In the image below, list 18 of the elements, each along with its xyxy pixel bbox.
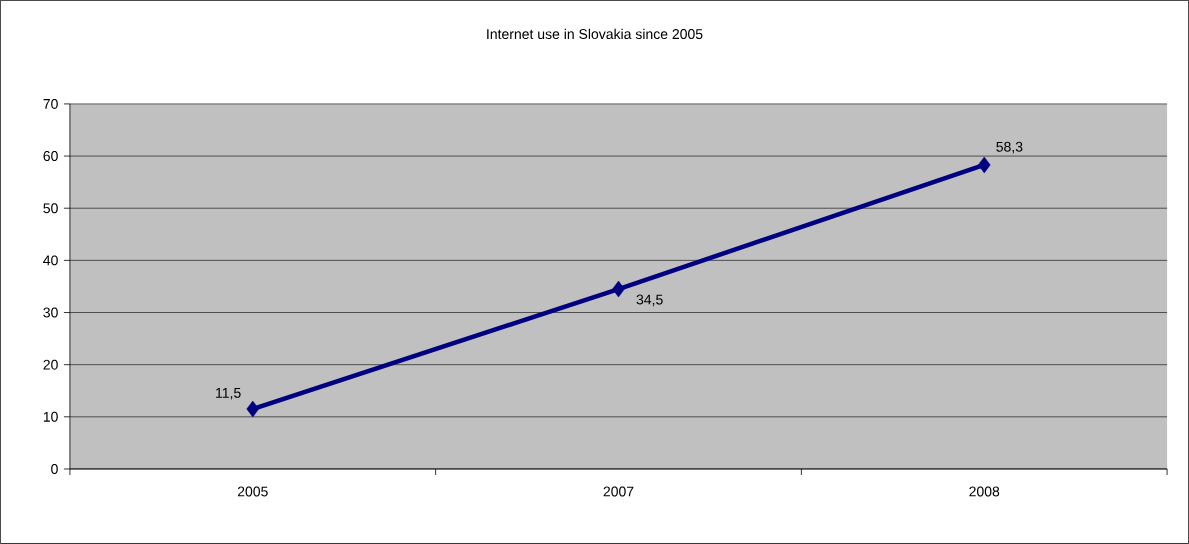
y-tick-label: 50	[43, 203, 58, 214]
point	[977, 156, 991, 174]
y-tick-label: 20	[43, 359, 58, 370]
chart-title: Internet use in Slovakia since 2005	[487, 28, 703, 40]
y-tick-label: 10	[43, 411, 58, 422]
point	[246, 400, 260, 418]
y-tick-label: 30	[43, 307, 58, 318]
point	[612, 280, 625, 298]
x-tick-label: 2005	[237, 486, 268, 497]
text: 34,5	[636, 294, 663, 307]
x-tick-label: 2008	[969, 486, 1000, 497]
x-tick-label: 2007	[603, 486, 634, 497]
text: 58,3	[996, 141, 1023, 154]
y-tick-label: 40	[43, 255, 58, 266]
y-tick-label: 60	[43, 151, 58, 162]
y-tick-label: 0	[51, 464, 58, 474]
y-tick-label: 70	[43, 99, 58, 109]
text: 11,5	[216, 388, 241, 400]
